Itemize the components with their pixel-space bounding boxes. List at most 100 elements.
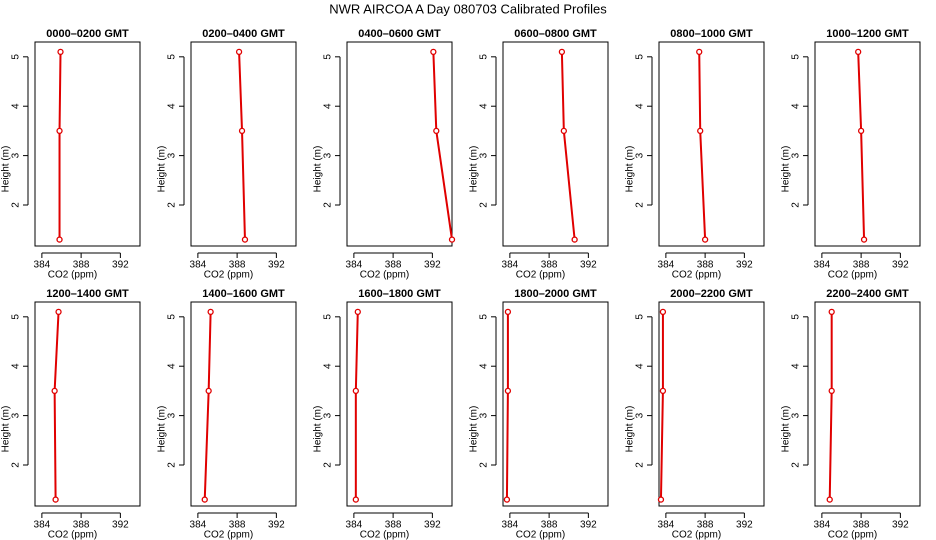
profile-point [696,48,703,56]
y-axis-label: Height (m) [625,146,636,193]
y-tick-label: 4 [167,103,178,109]
profile-point [55,308,62,316]
y-tick-label: 5 [635,314,646,320]
x-tick-label: 392 [268,260,285,271]
plot-frame [190,41,297,247]
profile-point [659,387,667,395]
x-tick-label: 392 [424,520,441,531]
y-tick-label: 5 [635,54,646,60]
profile-line [698,51,707,240]
y-tick-label: 3 [11,152,22,158]
profile-line [203,311,212,500]
x-axis-label: CO2 (ppm) [672,530,721,540]
profile-point [238,127,246,135]
x-axis-label: CO2 (ppm) [672,270,721,281]
y-tick-label: 4 [323,103,334,109]
plot-frame [658,301,765,507]
y-axis-label: Height (m) [1,146,12,193]
y-tick-label: 5 [11,314,22,320]
y-tick-label: 5 [791,54,802,60]
y-tick-label: 2 [479,462,490,468]
y-tick-label: 3 [635,152,646,158]
x-tick-label: 392 [112,520,129,531]
plot-frame [658,41,765,247]
plot-frame [34,41,141,247]
panel-title: 0600–0800 GMT [514,28,597,40]
profile-point [354,308,361,316]
y-tick-label: 5 [323,314,334,320]
y-tick-label: 4 [167,363,178,369]
y-tick-label: 4 [791,363,802,369]
panel-title: 2000–2200 GMT [670,288,753,300]
profile-point [235,48,243,56]
plot-frame [346,301,453,507]
x-tick-label: 388 [73,520,90,531]
profile-point [205,387,212,395]
panel-title: 1400–1600 GMT [202,288,285,300]
y-tick-label: 2 [791,202,802,208]
y-tick-label: 3 [323,152,334,158]
x-tick-label: 388 [73,260,90,271]
profile-line [432,51,453,240]
y-tick-label: 2 [11,462,22,468]
x-tick-label: 392 [736,520,753,531]
y-axis-label: Height (m) [1,406,12,453]
x-axis-label: CO2 (ppm) [48,530,97,540]
panel-title: 1800–2000 GMT [514,288,597,300]
x-axis-label: CO2 (ppm) [360,530,409,540]
y-tick-label: 3 [167,152,178,158]
y-axis-label: Height (m) [625,406,636,453]
plot-frame [814,41,921,247]
profile-point [659,308,667,316]
y-tick-label: 3 [479,412,490,418]
x-tick-label: 388 [853,520,870,531]
x-tick-label: 388 [385,260,402,271]
profile-point [51,387,58,395]
y-axis-label: Height (m) [157,146,168,193]
x-tick-label: 384 [190,260,207,271]
y-tick-label: 5 [791,314,802,320]
plot-frame [814,301,921,507]
x-tick-label: 392 [892,520,909,531]
profile-point [57,48,64,56]
profile-point [701,236,709,243]
x-tick-label: 384 [814,520,831,531]
x-tick-label: 392 [268,520,285,531]
x-tick-label: 392 [424,260,441,271]
profile-point [241,236,249,243]
y-tick-label: 2 [635,462,646,468]
x-tick-label: 384 [658,520,675,531]
y-tick-label: 4 [479,103,490,109]
profile-point [56,127,63,135]
y-tick-label: 5 [479,54,490,60]
y-tick-label: 2 [167,462,178,468]
y-tick-label: 3 [479,152,490,158]
y-tick-label: 2 [167,202,178,208]
profile-line [828,311,833,500]
profile-point [430,48,437,56]
profile-point [504,387,512,395]
y-tick-label: 5 [11,54,22,60]
x-tick-label: 388 [229,260,246,271]
y-axis-label: Height (m) [781,406,792,453]
profile-point [855,48,862,56]
y-axis-label: Height (m) [469,146,480,193]
y-tick-label: 4 [635,103,646,109]
profile-point [352,387,359,395]
x-tick-label: 388 [697,520,714,531]
x-axis-label: CO2 (ppm) [516,530,565,540]
x-axis-label: CO2 (ppm) [204,270,253,281]
profile-point [697,127,704,135]
profile-line [659,311,664,500]
profile-point [828,387,835,395]
panel-title: 2200–2400 GMT [826,288,909,300]
panel-title: 1200–1400 GMT [46,288,129,300]
y-tick-label: 2 [635,202,646,208]
y-tick-label: 4 [11,363,22,369]
profile-point [207,308,214,316]
profile-point [558,48,566,56]
profile-point [828,308,835,316]
x-axis-label: CO2 (ppm) [516,270,565,281]
